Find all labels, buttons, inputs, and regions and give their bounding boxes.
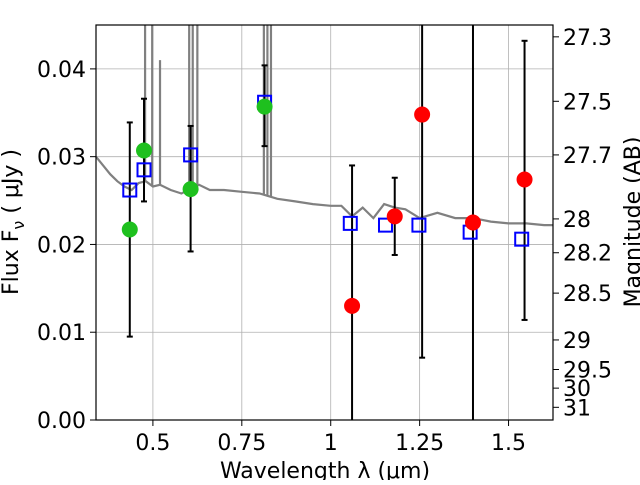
y-tick-label: 0.04 — [37, 58, 86, 83]
x-tick-label: 1 — [324, 431, 338, 456]
y-axis-label: Flux Fν ( μJy ) — [0, 149, 28, 295]
y-axis-label-units: ( μJy ) — [0, 149, 24, 221]
y-tick-label: 0.00 — [37, 409, 86, 434]
y2-tick-label: 27.3 — [563, 26, 612, 51]
y2-tick-label: 31 — [563, 396, 591, 421]
y2-tick-label: 28.2 — [563, 242, 612, 267]
y-axis-ticks: 0.00 0.01 0.02 0.03 0.04 — [37, 58, 96, 434]
circle-marker — [386, 208, 403, 225]
y-axis-label-sub: ν — [9, 221, 28, 230]
x-tick-label: 1.25 — [395, 431, 444, 456]
circle-marker — [344, 297, 361, 314]
y-tick-label: 0.02 — [37, 233, 86, 258]
circle-marker — [136, 142, 153, 159]
y-axis-label-main: Flux F — [0, 230, 24, 295]
y2-axis-label: Magnitude (AB) — [621, 137, 640, 308]
square-marker — [136, 162, 152, 178]
square-marker — [377, 217, 393, 233]
data-markers — [121, 94, 533, 314]
spectrum-line — [95, 156, 553, 227]
y2-tick-label: 27.5 — [563, 90, 612, 115]
x-tick-label: 0.75 — [217, 431, 266, 456]
y2-tick-label: 29.5 — [563, 358, 612, 383]
square-marker — [411, 217, 427, 233]
circle-marker — [256, 98, 273, 115]
y2-tick-label: 27.7 — [563, 144, 612, 169]
x-tick-label: 1.5 — [491, 431, 526, 456]
circle-marker — [182, 181, 199, 198]
y2-tick-label: 28.5 — [563, 282, 612, 307]
circle-marker — [414, 106, 431, 123]
grid — [96, 25, 553, 421]
x-axis-ticks: 0.5 0.75 1 1.25 1.5 — [135, 420, 526, 456]
square-marker — [342, 215, 358, 231]
circle-marker — [516, 171, 533, 188]
y-tick-label: 0.03 — [37, 146, 86, 171]
y2-tick-label: 29 — [563, 329, 591, 354]
plot-frame — [95, 24, 554, 421]
y-tick-label: 0.01 — [37, 321, 86, 346]
square-marker — [514, 231, 530, 247]
x-tick-label: 0.5 — [135, 431, 170, 456]
square-marker — [183, 147, 199, 163]
circle-marker — [464, 214, 481, 231]
square-marker — [122, 182, 138, 198]
y2-tick-label: 30 — [563, 377, 591, 402]
model-spectrum — [95, 25, 553, 227]
y2-tick-label: 28 — [563, 208, 591, 233]
x-axis-label: Wavelength λ (μm) — [220, 459, 430, 480]
circle-marker — [121, 221, 138, 238]
